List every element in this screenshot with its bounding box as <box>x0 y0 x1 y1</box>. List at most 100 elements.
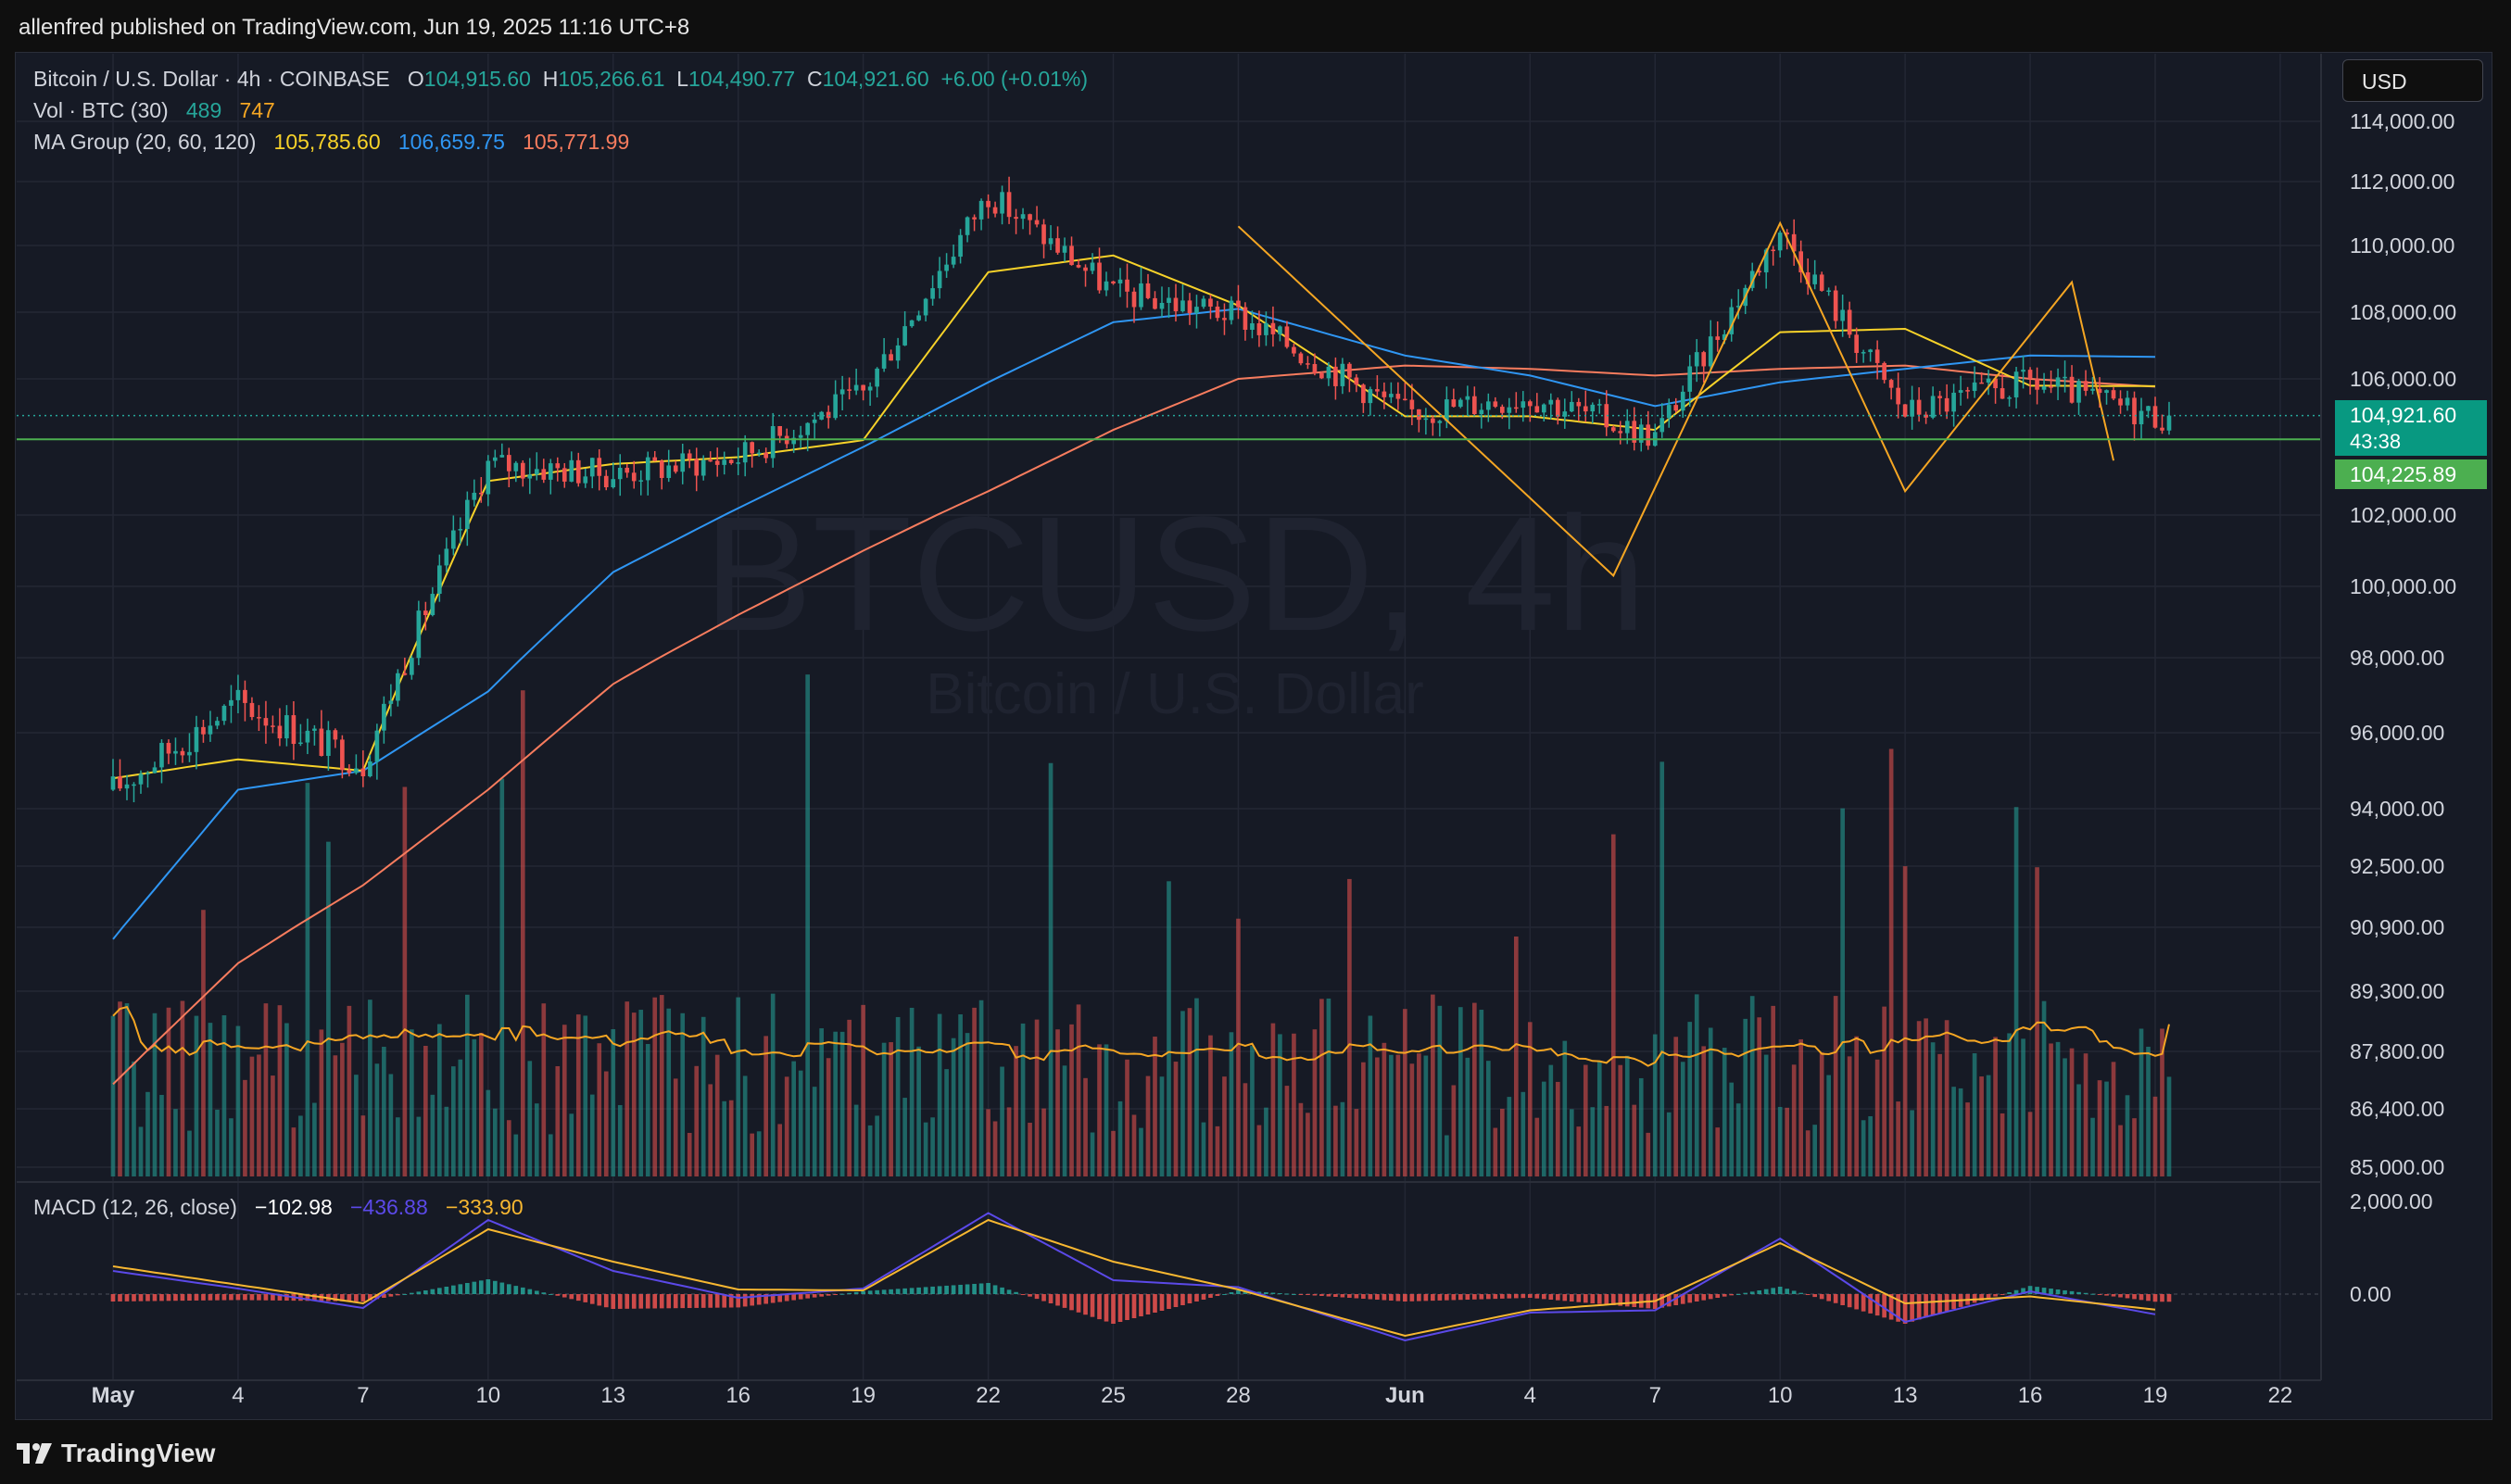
candle-body <box>1548 399 1554 405</box>
candle-body <box>1785 233 1790 234</box>
macd-hist-bar <box>861 1290 865 1294</box>
macd-hist-bar <box>1236 1290 1241 1294</box>
time-axis[interactable]: May 4 7 10 13 16 19 22 25 28 Jun 4 7 10 13 16 19 22 <box>92 1383 2293 1408</box>
candle-body <box>520 462 525 479</box>
macd-axis[interactable]: 2,000.00 0.00 <box>2350 1189 2433 1306</box>
ma-label[interactable]: MA Group (20, 60, 120) <box>33 130 257 154</box>
candle-body <box>166 742 171 754</box>
candle-body <box>180 750 185 756</box>
volume-bar <box>875 1115 879 1176</box>
candle-body <box>499 455 505 458</box>
candle-body <box>819 411 824 420</box>
macd-hist-bar <box>243 1294 247 1301</box>
candle-body <box>257 717 261 719</box>
macd-hist-bar <box>826 1294 831 1296</box>
volume-bar <box>257 1054 261 1176</box>
candle-body <box>1431 418 1435 423</box>
macd-hist-bar <box>2097 1294 2102 1295</box>
macd-hist-bar <box>1735 1294 1741 1295</box>
macd-hist-bar <box>1222 1294 1227 1295</box>
symbol-title[interactable]: Bitcoin / U.S. Dollar · 4h · COINBASE <box>33 67 390 91</box>
volume-bar <box>575 1014 581 1176</box>
time-tick-label: 7 <box>357 1383 369 1408</box>
macd-hist-bar <box>875 1289 879 1294</box>
macd-hist-bar <box>1382 1294 1387 1301</box>
macd-hist-bar <box>1208 1294 1213 1298</box>
candle-body <box>680 453 686 472</box>
pattern-drawing[interactable] <box>1237 220 2114 578</box>
candle-body <box>1812 274 1817 284</box>
volume-bar <box>152 1012 158 1176</box>
currency-button[interactable]: USD <box>2342 59 2483 102</box>
volume-ma <box>112 1005 2170 1067</box>
volume-bar <box>138 1126 144 1176</box>
volume-bar <box>1375 1057 1380 1176</box>
macd-hist-bar <box>1445 1294 1449 1301</box>
volume-bar <box>1972 1053 1977 1176</box>
volume-bar <box>1201 1122 1206 1176</box>
price-axis[interactable]: 114,000.00 112,000.00 110,000.00 108,000.00… <box>2350 109 2456 1179</box>
candle-body <box>951 257 956 265</box>
volume-bar <box>437 1024 442 1176</box>
macd-hist-bar <box>895 1289 901 1294</box>
candle-body <box>1708 336 1713 367</box>
volume-bar <box>2111 1062 2116 1176</box>
macd-hist-bar <box>1006 1289 1012 1294</box>
macd-label[interactable]: MACD (12, 26, close) <box>33 1195 237 1219</box>
volume-bar <box>1000 1066 1004 1176</box>
macd-hist-bar <box>645 1294 650 1309</box>
macd-hist-bar <box>839 1293 845 1295</box>
volume-bar <box>1409 1063 1415 1176</box>
volume-bar <box>1215 1126 1220 1176</box>
volume-bar <box>1048 762 1054 1176</box>
macd-hist-bar <box>853 1291 859 1294</box>
low-label: L <box>676 67 689 91</box>
chart-frame[interactable] <box>15 52 2492 1420</box>
volume-bar <box>1069 1024 1074 1176</box>
macd-hist-bar <box>2027 1286 2033 1294</box>
candle-body <box>1451 399 1457 408</box>
candle-body <box>1173 297 1179 311</box>
volume-bar <box>1896 1101 1900 1176</box>
volume-bar <box>1117 1100 1123 1176</box>
volume-bar <box>2027 1112 2033 1176</box>
volume-bar <box>638 1010 644 1176</box>
macd-hist-bar <box>659 1294 664 1309</box>
candle-body <box>1916 399 1922 415</box>
macd-hist-bar <box>410 1292 414 1294</box>
volume-bar <box>548 1134 553 1176</box>
candle-body <box>1153 297 1157 309</box>
macd-hist-bar <box>1319 1294 1324 1296</box>
tradingview-logo[interactable]: TradingView <box>17 1439 216 1468</box>
volume-bar <box>1527 1022 1533 1176</box>
macd-hist-bar <box>1771 1288 1776 1294</box>
candle-body <box>1771 249 1776 252</box>
macd-hist-bar <box>1868 1294 1873 1314</box>
volume-bar <box>1562 1040 1568 1176</box>
volume-bar <box>486 1089 491 1176</box>
macd-hist-bar <box>770 1294 776 1303</box>
candle-body <box>2076 381 2081 403</box>
volume-bar <box>1513 936 1519 1176</box>
candle-body <box>1979 382 1984 384</box>
time-tick-label: 19 <box>2143 1383 2168 1408</box>
volume-bar <box>1701 1046 1707 1176</box>
volume-bar <box>1924 1018 1928 1176</box>
volume-bar <box>229 1118 233 1176</box>
candle-body <box>1958 390 1963 393</box>
macd-hist-bar <box>1673 1294 1679 1305</box>
macd-hist-bar <box>124 1294 130 1302</box>
candle-body <box>2125 397 2130 406</box>
volume-bar <box>1236 918 1241 1176</box>
volume-bar <box>2013 807 2019 1176</box>
candle-body <box>2013 371 2019 398</box>
macd-signal-line <box>112 1218 2156 1338</box>
macd-hist-bar <box>722 1294 727 1308</box>
volume-label[interactable]: Vol · BTC (30) <box>33 98 169 122</box>
volume-bar <box>1131 1114 1137 1176</box>
volume-bar <box>673 1078 678 1176</box>
price-tick-label: 92,500.00 <box>2350 854 2444 878</box>
candle-body <box>1111 281 1116 283</box>
volume-bar <box>1743 1018 1748 1176</box>
